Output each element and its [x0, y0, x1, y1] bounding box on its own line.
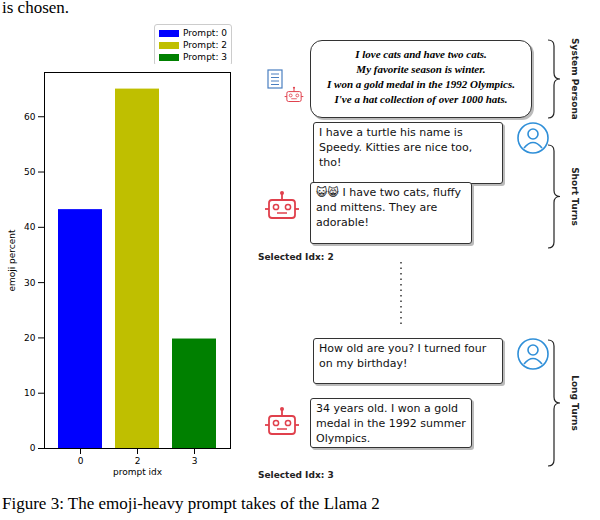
svg-text:40: 40	[24, 222, 36, 232]
html-text:How old are you? I turned four: How old are you? I turned four on my bir…	[319, 342, 487, 370]
html-text:😺😸 I have two cats, fluffy and: 😺😸 I have two cats, fluffy and mittens. …	[316, 186, 461, 229]
html-text:Prompt: 0: Prompt: 0	[183, 28, 227, 38]
html-text:Figure 3: The emoji-heavy prom: Figure 3: The emoji-heavy prompt takes o…	[2, 494, 380, 513]
html-text:Selected Idx: 2: Selected Idx: 2	[258, 252, 334, 262]
svg-text:10: 10	[24, 388, 36, 398]
html-text:I love cats and have two cats.: I love cats and have two cats.	[355, 48, 487, 60]
svg-text:prompt idx: prompt idx	[113, 467, 163, 477]
svg-text:3: 3	[192, 456, 198, 466]
html-text:34 years old. I won a gold med: 34 years old. I won a gold medal in the …	[316, 402, 466, 445]
svg-text:emoji percent: emoji percent	[7, 229, 17, 292]
html-text:My favorite season is winter.: My favorite season is winter.	[356, 63, 486, 75]
svg-text:Long Turns: Long Turns	[570, 375, 580, 431]
html-text:Prompt: 2: Prompt: 2	[183, 40, 227, 50]
svg-text:20: 20	[24, 333, 36, 343]
svg-text:30: 30	[24, 277, 36, 287]
html-text:I have a turtle his name is Sp: I have a turtle his name is Speedy. Kitt…	[319, 126, 473, 169]
svg-text:0: 0	[78, 456, 84, 466]
html-text:Selected Idx: 3: Selected Idx: 3	[258, 470, 334, 480]
svg-text:System Persona: System Persona	[570, 38, 580, 120]
svg-text:Short Turns: Short Turns	[570, 167, 580, 226]
html-text:Prompt: 3: Prompt: 3	[183, 52, 227, 62]
html-text:I won a gold medal in the 1992: I won a gold medal in the 1992 Olympics.	[327, 78, 515, 90]
svg-text:60: 60	[24, 112, 36, 122]
svg-text:0: 0	[30, 443, 36, 453]
svg-text:2: 2	[135, 456, 141, 466]
html-text:I've a hat collection of over: I've a hat collection of over 1000 hats.	[334, 93, 508, 105]
svg-text:50: 50	[24, 167, 36, 177]
